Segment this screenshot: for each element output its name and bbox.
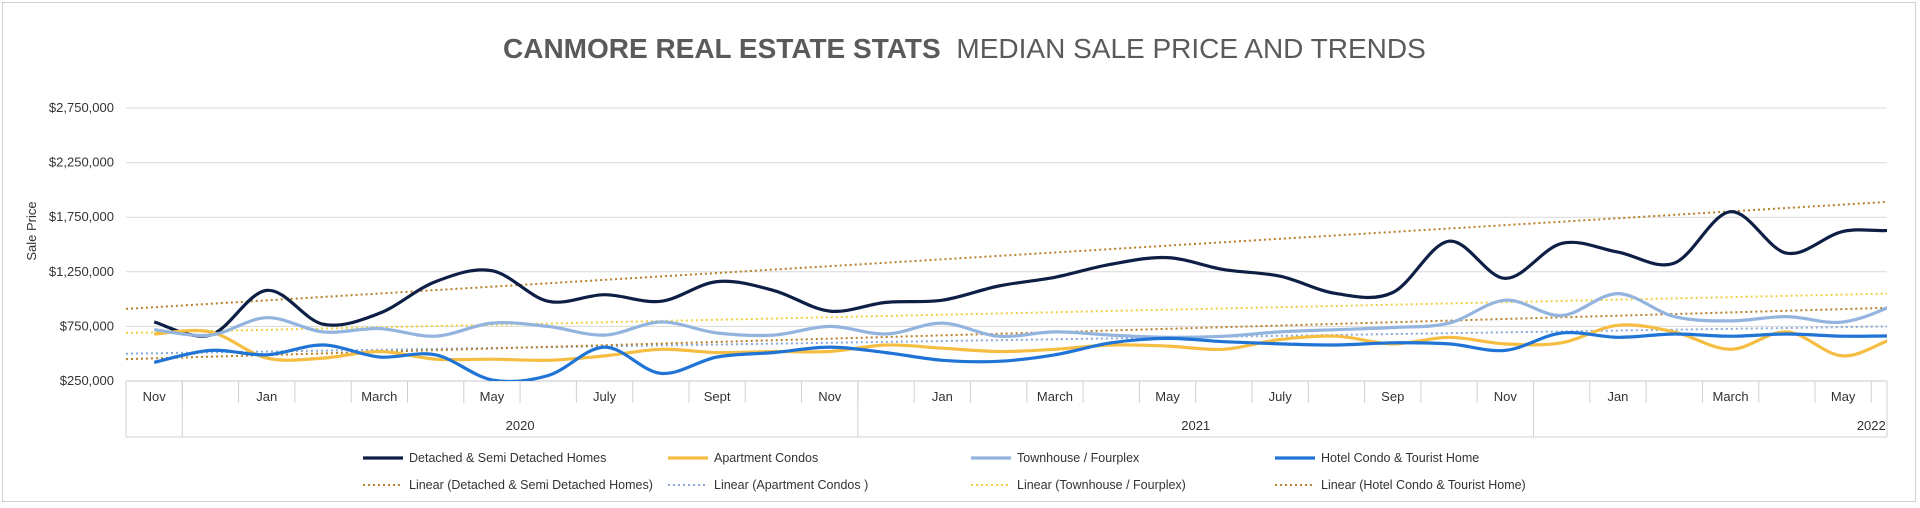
y-tick-label: $1,750,000 (49, 209, 114, 224)
trendline (125, 325, 1888, 355)
x-tick-label: May (480, 389, 505, 404)
trendline (125, 306, 1888, 361)
trendline (125, 292, 1888, 334)
x-tick-label: Jan (256, 389, 277, 404)
legend-label: Linear (Hotel Condo & Tourist Home) (1321, 478, 1526, 492)
x-axis: Nov Jan March May July Sept Nov Jan March May July… (125, 380, 1888, 438)
x-tick-label: May (1831, 389, 1856, 404)
x-tick-label: May (1155, 389, 1180, 404)
series-line (154, 323, 1887, 363)
x-tick-label: Sep (1381, 389, 1404, 404)
chart-svg: CANMORE REAL ESTATE STATS MEDIAN SALE PR… (24, 33, 1888, 492)
legend-label: Linear (Detached & Semi Detached Homes) (409, 478, 653, 492)
legend-label: Linear (Apartment Condos ) (714, 478, 868, 492)
y-tick-label: $1,250,000 (49, 264, 114, 279)
x-tick-label: March (1037, 389, 1073, 404)
series-lines (153, 210, 1887, 381)
y-tick-label: $2,750,000 (49, 100, 114, 115)
x-tick-label: Nov (143, 389, 167, 404)
series-line (154, 291, 1887, 339)
chart-title-bold: CANMORE REAL ESTATE STATS (503, 33, 941, 64)
year-label: 2021 (1181, 418, 1210, 433)
y-tick-label: $250,000 (60, 373, 114, 388)
y-tick-label: $2,250,000 (49, 155, 114, 170)
chart-title: CANMORE REAL ESTATE STATS MEDIAN SALE PR… (503, 33, 1426, 64)
x-tick-label: July (1269, 389, 1293, 404)
legend-label: Linear (Townhouse / Fourplex) (1017, 478, 1186, 492)
x-tick-label: Jan (932, 389, 953, 404)
legend-label: Apartment Condos (714, 451, 818, 465)
y-axis-label: Sale Price (24, 201, 39, 260)
trendline (125, 200, 1888, 310)
x-tick-label: Nov (1494, 389, 1518, 404)
y-axis-ticks: $250,000 $750,000 $1,250,000 $1,750,000 $2,2… (49, 100, 114, 388)
x-tick-label: Jan (1607, 389, 1628, 404)
x-tick-label: Sept (704, 389, 731, 404)
year-label: 2022 (1857, 418, 1886, 433)
series-line (153, 330, 1887, 381)
year-label: 2020 (506, 418, 535, 433)
legend-label: Townhouse / Fourplex (1017, 451, 1140, 465)
series-line (153, 210, 1887, 338)
x-tick-label: July (593, 389, 617, 404)
x-tick-label: March (361, 389, 397, 404)
chart-title-rest: MEDIAN SALE PRICE AND TRENDS (956, 33, 1425, 64)
y-tick-label: $750,000 (60, 318, 114, 333)
legend-label: Hotel Condo & Tourist Home (1321, 451, 1479, 465)
legend-label: Detached & Semi Detached Homes (409, 451, 606, 465)
x-tick-label: Nov (818, 389, 842, 404)
x-tick-label: March (1712, 389, 1748, 404)
trendlines (125, 200, 1888, 361)
legend: Detached & Semi Detached Homes Apartment … (363, 451, 1526, 492)
